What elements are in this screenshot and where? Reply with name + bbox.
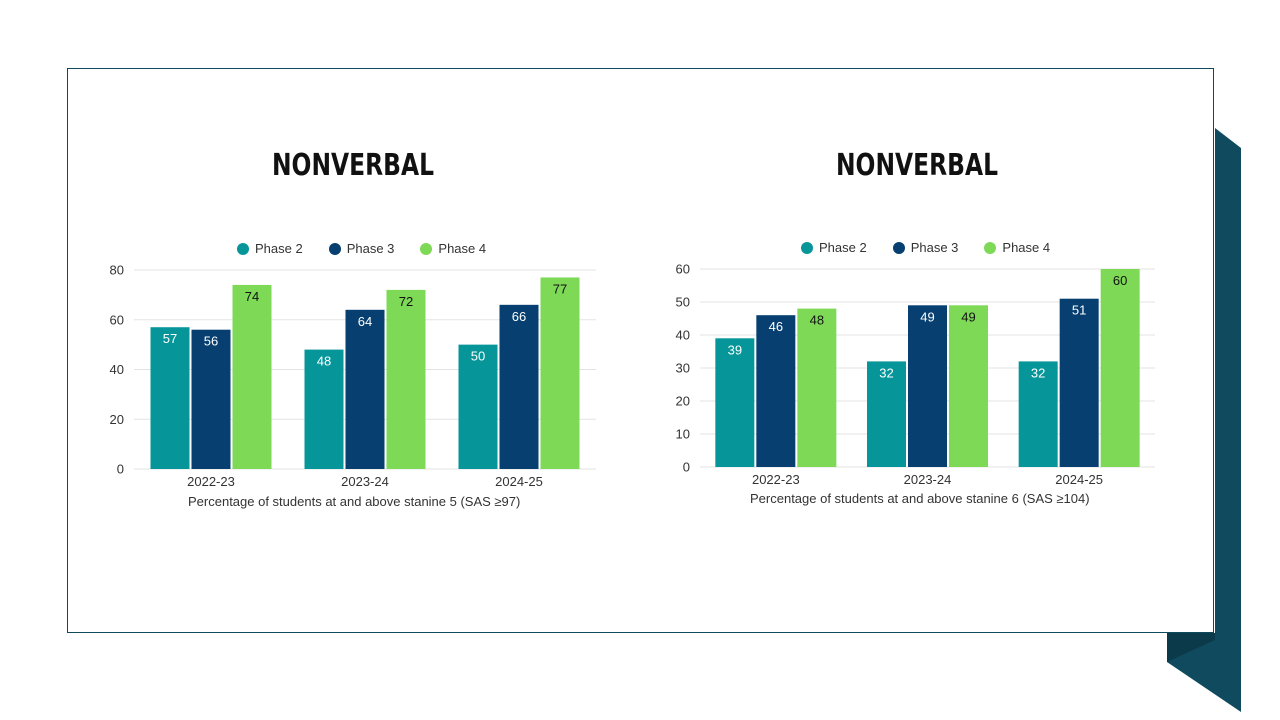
y-tick-label: 40: [676, 328, 690, 343]
x-axis-label: Percentage of students at and above stan…: [750, 491, 1090, 506]
y-tick-label: 80: [110, 263, 124, 278]
data-label: 77: [553, 281, 567, 296]
dark-side-panel-shade: [1167, 633, 1215, 662]
bar-chart-stanine-5: 0 20 40 60 80 57 56 74 2022-23 48 64 72 2023-24 50 66 7…: [110, 263, 596, 489]
bar-chart-stanine-6: 0 10 20 30 40 50 60 39 46 48 2022-23 32 49 49 2023-24 3…: [676, 262, 1155, 487]
y-tick-label: 60: [676, 262, 690, 277]
legend-marker: [984, 241, 997, 254]
bar: [304, 349, 344, 469]
x-tick-label: 2024-25: [1055, 472, 1103, 487]
bar: [1059, 298, 1099, 467]
data-label: 48: [317, 354, 331, 369]
legend-item-phase-4: Phase 4: [420, 241, 486, 256]
y-tick-label: 30: [676, 361, 690, 376]
data-label: 39: [728, 342, 742, 357]
x-axis-label: Percentage of students at and above stan…: [188, 494, 521, 509]
bar: [715, 338, 755, 467]
x-tick-label: 2022-23: [752, 472, 800, 487]
bar: [867, 361, 906, 467]
legend-label: Phase 3: [346, 241, 395, 256]
data-label: 64: [358, 314, 372, 329]
data-label: 46: [769, 319, 783, 334]
bar: [908, 305, 947, 467]
bar: [458, 344, 498, 469]
chart-legend: Phase 2 Phase 3 Phase 4: [801, 240, 1050, 255]
legend-label: Phase 2: [255, 241, 303, 256]
bar: [756, 315, 796, 467]
chart-title: NONVERBAL: [835, 148, 999, 183]
legend-label: Phase 4: [1002, 240, 1051, 255]
legend-item-phase-4: Phase 4: [984, 240, 1050, 255]
data-label: 60: [1113, 273, 1127, 288]
bar: [499, 304, 539, 469]
bar: [1018, 361, 1058, 467]
data-label: 32: [1031, 365, 1045, 380]
data-label: 50: [471, 349, 485, 364]
legend-label: Phase 3: [910, 240, 959, 255]
x-tick-label: 2022-23: [187, 474, 235, 489]
y-tick-label: 10: [676, 427, 690, 442]
legend-marker: [237, 242, 249, 255]
x-tick-label: 2023-24: [341, 474, 389, 489]
data-label: 72: [399, 294, 413, 309]
legend-marker: [801, 241, 813, 254]
chart-title: NONVERBAL: [271, 148, 435, 183]
bar: [150, 327, 190, 469]
slide-frame: [67, 68, 1214, 633]
legend-marker: [420, 242, 433, 255]
y-tick-label: 0: [683, 460, 690, 475]
data-label: 66: [512, 309, 526, 324]
bar: [345, 309, 385, 469]
y-tick-label: 20: [676, 394, 690, 409]
legend-marker: [328, 242, 341, 255]
legend-label: Phase 4: [438, 241, 487, 256]
x-tick-label: 2024-25: [495, 474, 543, 489]
data-label: 49: [920, 309, 934, 324]
bar: [1100, 269, 1140, 467]
data-label: 48: [810, 313, 824, 328]
data-label: 51: [1072, 303, 1086, 318]
data-label: 56: [204, 334, 218, 349]
bar: [232, 284, 272, 469]
legend-item-phase-2: Phase 2: [801, 240, 867, 255]
data-label: 57: [163, 331, 177, 346]
dark-side-panel: [1167, 128, 1241, 712]
legend-item-phase-3: Phase 3: [892, 240, 959, 255]
y-tick-label: 60: [110, 312, 124, 327]
y-tick-label: 20: [110, 412, 124, 427]
x-tick-label: 2023-24: [904, 472, 952, 487]
legend-item-phase-2: Phase 2: [237, 241, 303, 256]
bar: [191, 329, 231, 469]
data-label: 32: [879, 365, 893, 380]
legend-label: Phase 2: [819, 240, 867, 255]
data-label: 74: [245, 289, 259, 304]
chart-legend: Phase 2 Phase 3 Phase 4: [237, 241, 486, 256]
bar: [949, 305, 988, 467]
data-label: 49: [961, 309, 975, 324]
legend-item-phase-3: Phase 3: [328, 241, 395, 256]
bar: [797, 308, 837, 467]
legend-marker: [892, 241, 905, 254]
y-tick-label: 0: [117, 462, 124, 477]
bar: [540, 277, 580, 469]
bar: [386, 289, 426, 469]
y-tick-label: 50: [676, 295, 690, 310]
y-tick-label: 40: [110, 362, 124, 377]
